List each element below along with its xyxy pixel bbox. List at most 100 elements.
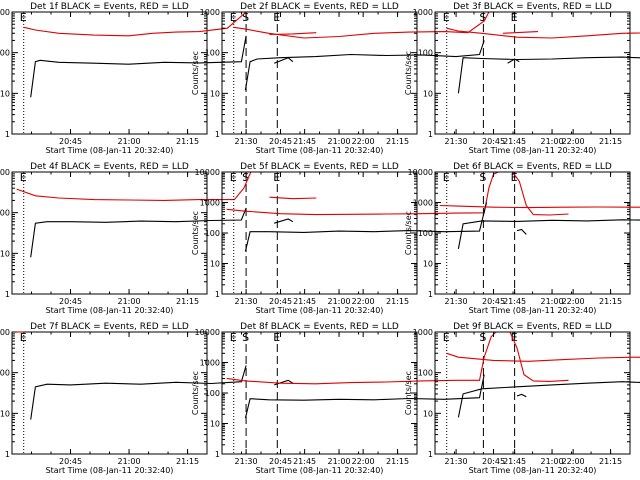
- y-tick-label: 1: [5, 450, 10, 459]
- y-tick-label: 1000: [0, 8, 10, 17]
- panel-title: Det 3f BLACK = Events, RED = LLD: [453, 2, 612, 12]
- x-tick-label: 21:00: [118, 297, 141, 306]
- event-marker-label: E: [273, 11, 280, 24]
- y-axis-label: Counts/sec: [404, 211, 413, 255]
- event-marker-label: E: [230, 331, 237, 344]
- series-line-events: [30, 207, 247, 258]
- plot-frame: [434, 11, 631, 135]
- panel-title: Det 1f BLACK = Events, RED = LLD: [30, 2, 189, 12]
- y-tick-label: 1000: [200, 199, 220, 208]
- series-line-lld: [233, 11, 490, 39]
- event-marker-label: S: [479, 331, 486, 344]
- x-axis-label: Start Time (08-Jan-11 20:32:40): [469, 306, 597, 315]
- panel-2: Det 2f BLACK = Events, RED = LLD 1 10 100 10…: [191, 2, 585, 155]
- x-axis-label: Start Time (08-Jan-11 20:32:40): [256, 466, 384, 475]
- y-axis-label: Counts/sec: [404, 371, 413, 415]
- panel-3: Det 3f BLACK = Events, RED = LLD 1 10 100 10…: [404, 2, 640, 155]
- y-tick-label: 10: [0, 249, 10, 258]
- y-axis-label: Counts/sec: [191, 211, 200, 255]
- x-tick-label: 21:15: [386, 137, 409, 146]
- x-tick-label: 21:00: [328, 457, 351, 466]
- series-line-lld: [226, 171, 569, 216]
- event-marker-label: S: [242, 11, 249, 24]
- plot-frame: [434, 331, 631, 455]
- event-marker-label: E: [511, 331, 518, 344]
- series-line-lld: [269, 196, 317, 200]
- y-tick-label: 10: [210, 89, 220, 98]
- y-axis-label: Counts/sec: [404, 51, 413, 95]
- x-tick-label: 21:45: [293, 137, 316, 146]
- y-axis-label: Counts/sec: [191, 51, 200, 95]
- y-tick-label: 10000: [195, 168, 220, 177]
- x-tick-label: 20:45: [269, 137, 292, 146]
- event-marker-label: E: [511, 171, 518, 184]
- series-line-events: [516, 393, 527, 398]
- y-tick-label: 1: [215, 130, 220, 139]
- x-tick-label: 21:15: [176, 137, 199, 146]
- panel-title: Det 2f BLACK = Events, RED = LLD: [240, 2, 399, 12]
- series-line-events: [244, 202, 488, 252]
- series-line-lld: [226, 331, 569, 385]
- series-line-events: [274, 218, 294, 224]
- y-tick-label: 1000: [413, 328, 433, 337]
- event-marker-label: E: [443, 331, 450, 344]
- x-tick-label: 21:45: [503, 297, 526, 306]
- y-tick-label: 10000: [408, 168, 433, 177]
- plot-frame: [434, 171, 631, 295]
- y-tick-label: 10: [0, 409, 10, 418]
- y-tick-label: 100: [0, 49, 10, 58]
- y-tick-label: 10000: [195, 328, 220, 337]
- y-tick-label: 10: [423, 260, 433, 269]
- series-line-lld: [439, 204, 640, 209]
- x-axis-label: Start Time (08-Jan-11 20:32:40): [46, 466, 174, 475]
- plot-frame: [11, 171, 208, 295]
- x-tick-label: 20:45: [59, 297, 82, 306]
- x-tick-label: 21:15: [599, 297, 622, 306]
- event-marker-label: E: [443, 171, 450, 184]
- y-tick-label: 1: [428, 290, 433, 299]
- x-axis-label: Start Time (08-Jan-11 20:32:40): [46, 306, 174, 315]
- event-marker-label: E: [20, 331, 27, 344]
- series-line-events: [244, 40, 485, 91]
- y-tick-label: 100: [418, 229, 433, 238]
- y-tick-label: 100: [205, 49, 220, 58]
- x-tick-label: 21:45: [503, 137, 526, 146]
- series-line-events: [244, 374, 485, 419]
- series-line-events: [457, 219, 640, 250]
- y-tick-label: 1000: [200, 359, 220, 368]
- event-marker-label: E: [273, 171, 280, 184]
- y-tick-label: 100: [418, 369, 433, 378]
- x-tick-label: 20:45: [269, 297, 292, 306]
- y-tick-label: 100: [0, 209, 10, 218]
- x-tick-label: 21:30: [235, 137, 258, 146]
- x-tick-label: 20:45: [269, 457, 292, 466]
- series-line-events: [457, 56, 640, 94]
- x-tick-label: 22:00: [562, 137, 585, 146]
- x-axis-label: Start Time (08-Jan-11 20:32:40): [469, 466, 597, 475]
- panel-1: Det 1f BLACK = Events, RED = LLD 1 10 100 10…: [0, 2, 375, 155]
- x-tick-label: 21:15: [386, 297, 409, 306]
- y-tick-label: 1000: [200, 8, 220, 17]
- x-tick-label: 22:00: [352, 457, 375, 466]
- y-tick-label: 100: [205, 389, 220, 398]
- y-tick-label: 1000: [0, 328, 10, 337]
- x-tick-label: 21:30: [445, 137, 468, 146]
- series-line-lld: [446, 352, 640, 362]
- event-marker-label: S: [479, 11, 486, 24]
- y-tick-label: 100: [0, 369, 10, 378]
- y-tick-label: 100: [205, 229, 220, 238]
- plot-frame: [11, 331, 208, 455]
- panel-title: Det 5f BLACK = Events, RED = LLD: [240, 162, 399, 172]
- x-axis-label: Start Time (08-Jan-11 20:32:40): [256, 146, 384, 155]
- panel-8: Det 8f BLACK = Events, RED = LLD 1 10 100 10…: [191, 322, 585, 475]
- plot-frame: [221, 171, 418, 295]
- event-marker-label: E: [443, 11, 450, 24]
- event-marker-label: S: [479, 171, 486, 184]
- x-tick-label: 21:30: [445, 457, 468, 466]
- series-line-events: [516, 228, 527, 235]
- y-tick-label: 1: [5, 130, 10, 139]
- x-tick-label: 21:30: [445, 297, 468, 306]
- panel-title: Det 7f BLACK = Events, RED = LLD: [30, 322, 189, 332]
- y-tick-label: 1: [215, 450, 220, 459]
